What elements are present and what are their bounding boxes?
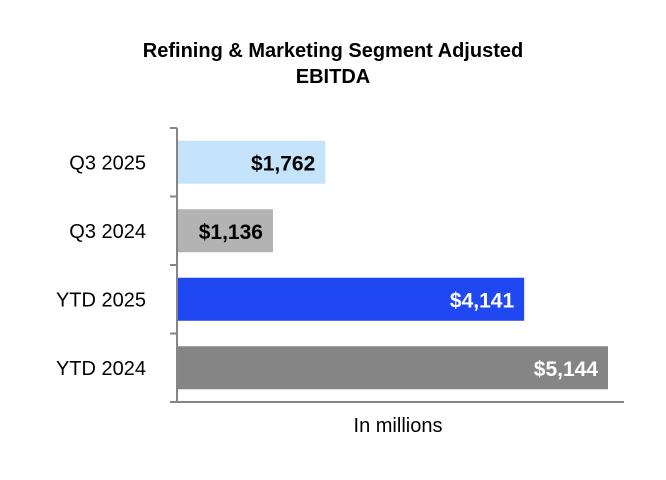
category-label-q3-2025: Q3 2025 xyxy=(69,152,146,174)
bar-ytd-2025 xyxy=(178,277,525,321)
bar-ytd-2024 xyxy=(178,346,608,390)
bars-group xyxy=(178,140,608,390)
bar-q3-2025 xyxy=(178,140,326,184)
chart-title-line-1: Refining & Marketing Segment Adjusted xyxy=(142,40,524,62)
category-label-q3-2024: Q3 2024 xyxy=(69,221,146,243)
category-label-ytd-2025: YTD 2025 xyxy=(56,289,146,311)
chart-title-line-2: EBITDA xyxy=(295,66,371,88)
data-labels-group: $1,762 $1,136 $4,141 $5,144 xyxy=(199,152,599,381)
data-label-q3-2025: $1,762 xyxy=(251,152,315,175)
x-axis-label: In millions xyxy=(354,415,443,437)
y-axis-ticks xyxy=(170,127,177,403)
data-label-ytd-2025: $4,141 xyxy=(450,289,515,312)
category-labels-group: Q3 2025 Q3 2024 YTD 2025 YTD 2024 xyxy=(56,152,146,380)
data-label-q3-2024: $1,136 xyxy=(199,221,263,244)
category-label-ytd-2024: YTD 2024 xyxy=(56,358,146,380)
data-label-ytd-2024: $5,144 xyxy=(534,358,599,381)
bar-q3-2024 xyxy=(178,209,273,253)
